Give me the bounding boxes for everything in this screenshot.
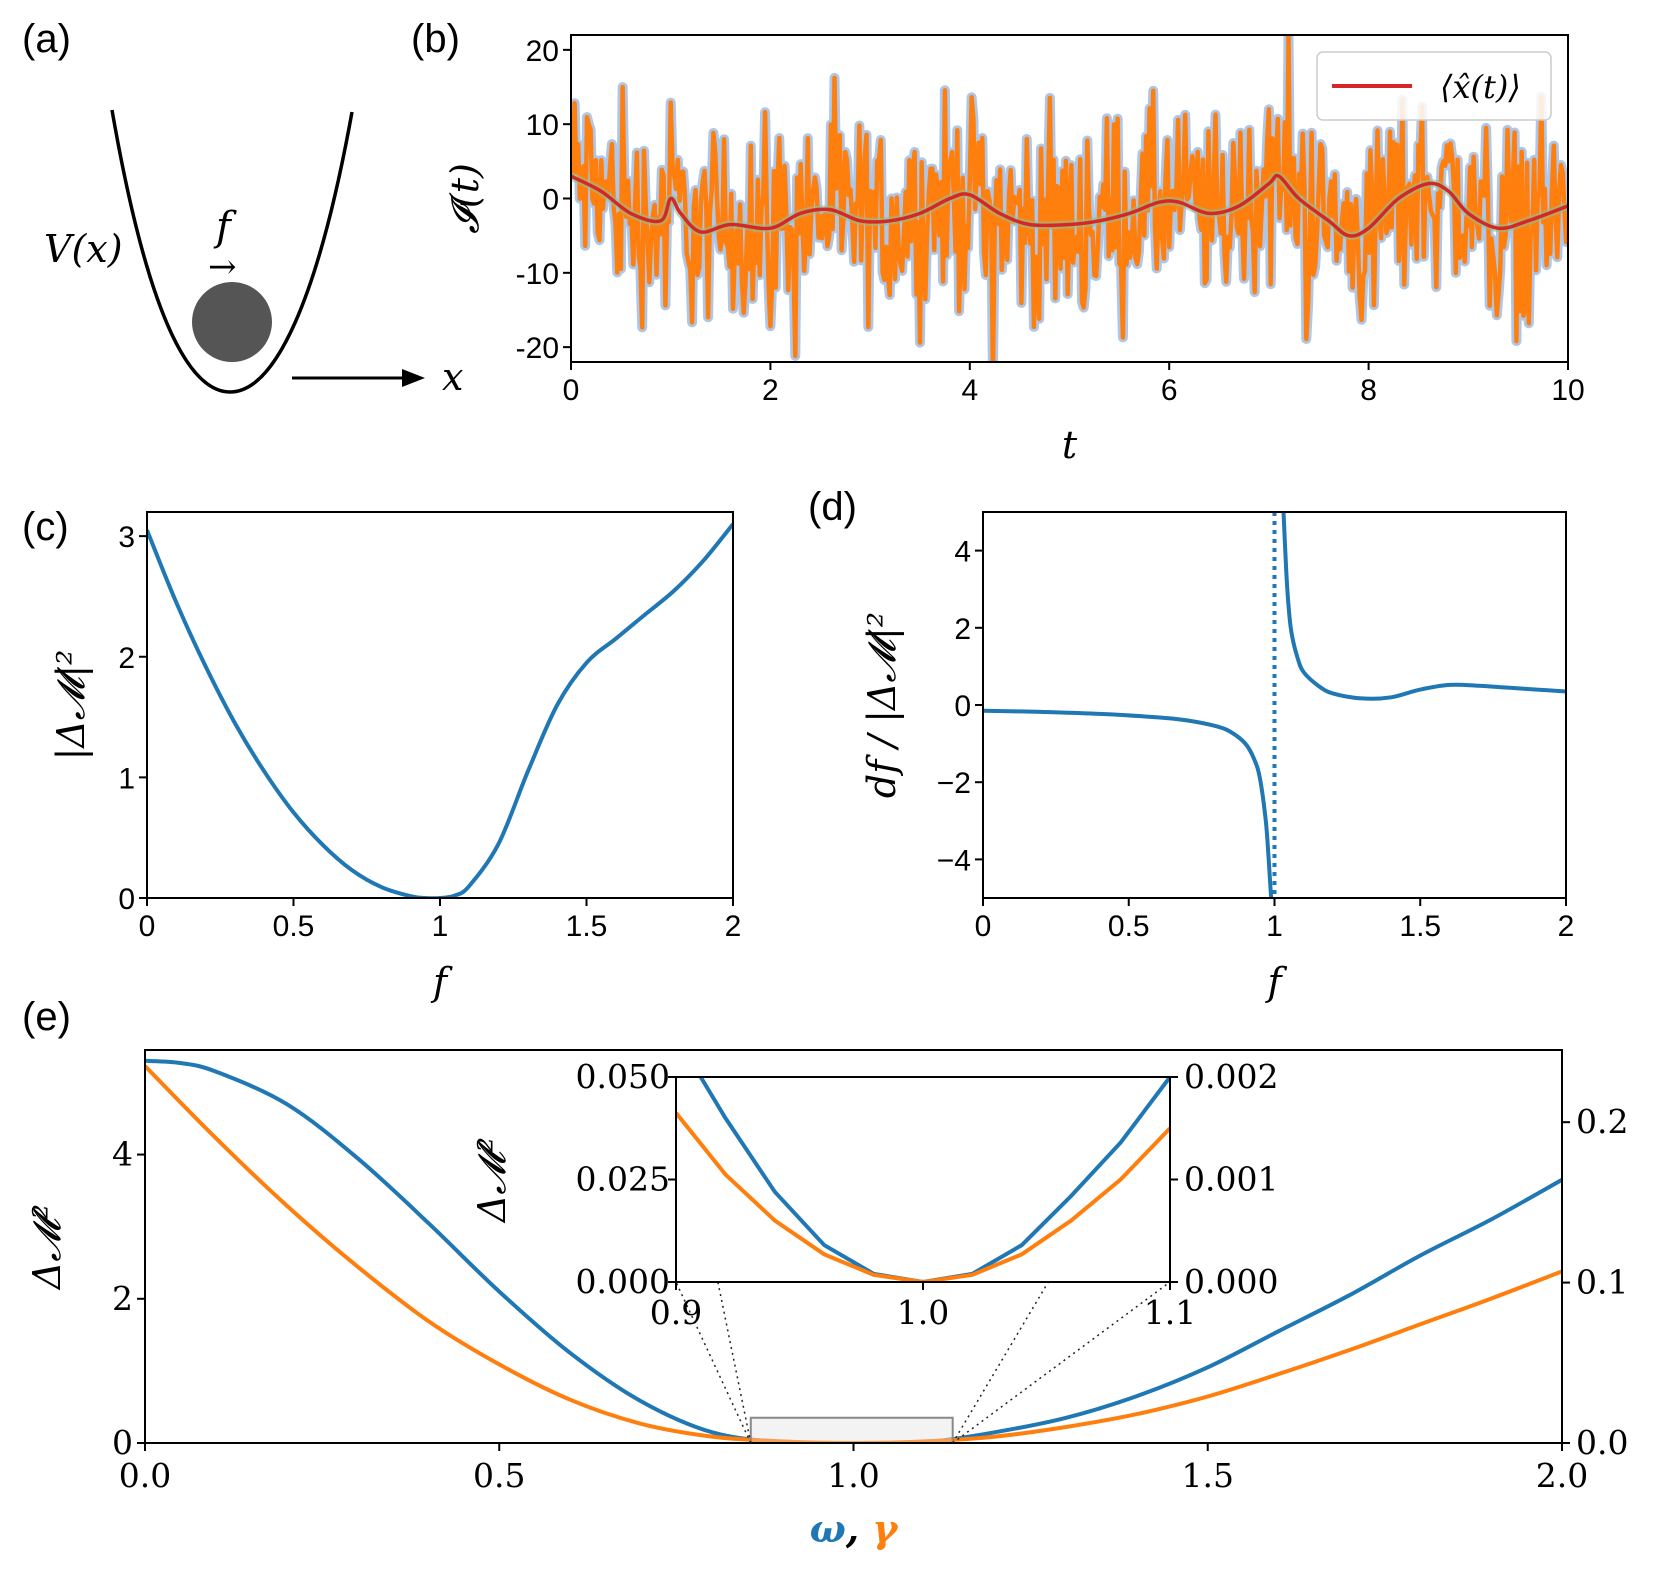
panel-e-xlabel: ω, γ	[810, 1506, 900, 1551]
panel-d-chart: 0 0.5 1 1.5 2 4 2 0 −2 −4 f df / |Δ𝓜|²	[860, 511, 1575, 1004]
zoom-box	[749, 1416, 954, 1443]
panel-b-x-tick-label-1: 2	[762, 374, 779, 407]
series-omega-line	[145, 1058, 1562, 1443]
panel-b-xlabel: t	[1062, 423, 1078, 467]
panel-b-legend: ⟨x̂(t)⟩	[1316, 51, 1552, 121]
panel-b-plot-area	[571, 35, 1568, 362]
force-arrow: →	[208, 247, 237, 287]
panel-b-y-tick-label-0: 20	[526, 35, 559, 68]
panel-b-x-tick-label-5: 10	[1551, 374, 1584, 407]
inset-plot-area	[676, 1077, 1170, 1282]
panel-c-x-tick-label-1: 0.5	[273, 910, 315, 943]
inset-yleft-tick-label-2: 0.050	[576, 1057, 670, 1096]
inset-yright-tick-label-1: 0.001	[1184, 1160, 1278, 1199]
panel-label-d: (d)	[808, 485, 857, 529]
panel-label-e: (e)	[22, 995, 71, 1039]
series-branch-right-line	[1281, 512, 1566, 701]
inset-x-tick-label-2: 1.1	[1144, 1293, 1196, 1332]
panel-b-y-tick-label-4: -20	[516, 332, 559, 365]
inset-yright-tick-label-2: 0.002	[1184, 1057, 1278, 1096]
panel-b-chart: 0 2 4 6 8 10 20 10 0 -10 -20 t 𝓘(t) ⟨x̂(t)⟩	[443, 34, 1585, 467]
panel-c-chart: 0 0.5 1 1.5 2 0 1 2 3 f |Δ𝓜|²	[49, 511, 742, 1004]
panel-d-x-tick-label-0: 0	[975, 910, 992, 943]
panel-e-x-tick-label-4: 2.0	[1536, 1456, 1588, 1495]
panel-c-plot-area	[147, 522, 733, 898]
inset-x-tick-label-1: 1.0	[897, 1293, 949, 1332]
inset-yright-tick-label-0: 0.000	[1184, 1262, 1278, 1301]
panel-label-a: (a)	[22, 17, 71, 61]
panel-e-xlabel-part-0: ω	[810, 1506, 846, 1551]
panel-e-yleft-tick-label-2: 4	[112, 1135, 133, 1174]
panel-e-x-tick-label-2: 1.0	[827, 1456, 879, 1495]
inset-yleft-tick-label-1: 0.025	[576, 1160, 670, 1199]
inset-background	[676, 1077, 1170, 1282]
x-axis-arrow-head	[402, 369, 425, 387]
panel-d-xlabel: f	[1264, 960, 1287, 1004]
panel-d-x-tick-label-2: 1	[1266, 910, 1283, 943]
panel-c-x-tick-label-4: 2	[725, 910, 742, 943]
panel-c-xlabel: f	[430, 960, 453, 1004]
x-axis-label: x	[442, 355, 463, 399]
panel-e-yleft-tick-label-0: 0	[112, 1423, 133, 1462]
ball	[192, 282, 272, 362]
inset-series-gamma-line	[676, 1111, 1170, 1282]
panel-e-yright-tick-label-2: 0.2	[1576, 1102, 1628, 1141]
panel-c-x-tick-label-0: 0	[139, 910, 156, 943]
panel-d-x-tick-label-1: 0.5	[1108, 910, 1150, 943]
panel-label-b: (b)	[411, 17, 460, 61]
panel-e-x-tick-label-1: 0.5	[473, 1456, 525, 1495]
panel-label-c: (c)	[22, 505, 69, 549]
legend-box	[1316, 51, 1552, 121]
series-branch-left-line	[983, 708, 1274, 898]
panel-e-x-tick-label-3: 1.5	[1182, 1456, 1234, 1495]
signal-line	[571, 35, 1568, 362]
panel-c-ylabel: |Δ𝓜|²	[49, 650, 93, 761]
panel-d-y-tick-label-4: −4	[937, 844, 971, 877]
panel-e-yleft-tick-label-1: 2	[112, 1279, 133, 1318]
panel-d-y-tick-label-0: 4	[954, 536, 971, 569]
panel-e-x-tick-label-0: 0.0	[119, 1456, 171, 1495]
panel-d-y-tick-label-2: 0	[954, 690, 971, 723]
potential-well-curve	[110, 109, 354, 394]
force-label: f	[213, 204, 237, 250]
panel-c-y-tick-label-2: 2	[118, 642, 135, 675]
potential-label: V(x)	[44, 227, 123, 271]
panel-e-xlabel-part-2: γ	[872, 1506, 899, 1551]
panel-c-y-tick-label-0: 0	[118, 883, 135, 916]
panel-b-x-tick-label-2: 4	[961, 374, 978, 407]
panel-a-schematic: V(x) f → x	[44, 109, 463, 399]
panel-b-y-tick-label-2: 0	[542, 184, 559, 217]
panel-e-yright-tick-label-0: 0.0	[1576, 1423, 1628, 1462]
inset-x-tick-label-0: 0.9	[650, 1293, 702, 1332]
panel-b-ylabel: 𝓘(t)	[443, 163, 487, 234]
inset-ylabel: Δ𝓜²	[470, 1137, 514, 1224]
panel-e-yright-tick-label-1: 0.1	[1576, 1263, 1628, 1302]
panel-c-x-tick-label-3: 1.5	[566, 910, 608, 943]
panel-b-y-tick-label-1: 10	[526, 109, 559, 142]
panel-c-y-tick-label-3: 3	[118, 521, 135, 554]
panel-c-y-tick-label-1: 1	[118, 762, 135, 795]
mean-line	[571, 173, 1568, 238]
inset-series-omega-line	[698, 1077, 1170, 1282]
panel-b-x-tick-label-4: 8	[1360, 374, 1377, 407]
panel-c-frame	[146, 511, 734, 899]
panel-d-x-tick-label-3: 1.5	[1399, 910, 1441, 943]
panel-d-x-tick-label-4: 2	[1558, 910, 1575, 943]
inset-yleft-tick-label-0: 0.000	[576, 1262, 670, 1301]
panel-b-y-tick-label-3: -10	[516, 258, 559, 291]
panel-b-x-tick-label-3: 6	[1161, 374, 1178, 407]
panel-d-y-tick-label-1: 2	[954, 613, 971, 646]
panel-d-ylabel: df / |Δ𝓜|²	[860, 612, 904, 798]
panel-e-xlabel-part-1: ,	[845, 1506, 872, 1551]
panel-d-y-tick-label-3: −2	[937, 767, 971, 800]
panel-d-plot-area	[983, 512, 1566, 898]
legend-mean-label: ⟨x̂(t)⟩	[1440, 68, 1521, 106]
panel-b-x-tick-label-0: 0	[563, 374, 580, 407]
panel-e-ylabel: Δ𝓜²	[25, 1204, 69, 1291]
series-dm2-line	[147, 522, 733, 898]
panel-e-chart: 0.0 0.5 1.0 1.5 2.0 0 2 4 0.0 0.1 0.2 Δ𝓜² ω, γ 0.9 1.0…	[25, 1049, 1628, 1551]
panel-c-x-tick-label-2: 1	[432, 910, 449, 943]
